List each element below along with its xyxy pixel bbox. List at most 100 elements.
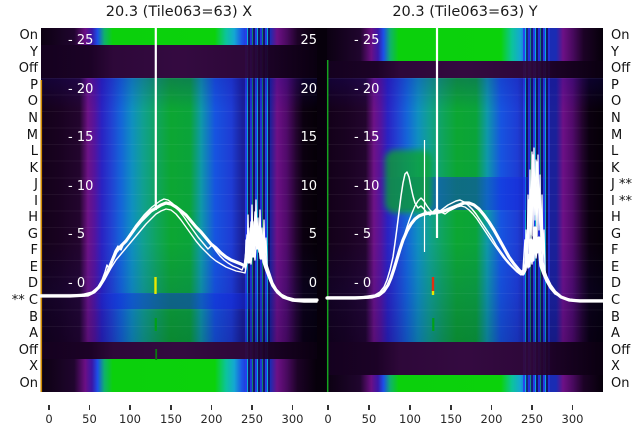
heatmap-band-dark: [41, 44, 317, 78]
y-tick-label-right-edge: 20: [300, 81, 317, 97]
x-tick-label: 50: [361, 412, 377, 426]
x-tick-mark: [291, 405, 294, 410]
y-tick-label: - 0: [354, 275, 372, 291]
heatmap-band-bright: [327, 28, 603, 62]
row-label: N: [611, 111, 621, 126]
row-label: D: [611, 276, 622, 292]
x-tick-mark: [531, 405, 533, 410]
panel-title-y: 20.3 (Tile063=63) Y: [392, 4, 538, 20]
row-label: J **: [611, 177, 632, 193]
y-tick-label: - 10: [354, 178, 380, 194]
y-tick-label: - 20: [68, 81, 94, 97]
row-label: H: [611, 210, 621, 226]
x-tick-label: 100: [399, 412, 421, 426]
row-label: G: [27, 226, 38, 242]
y-tick-label: - 15: [354, 130, 380, 145]
row-label-column-right: On Y Off P O N M L K J ** I ** H G F E D C B A Off X On: [611, 28, 640, 392]
x-tick-mark: [210, 405, 213, 410]
row-label: E: [29, 259, 38, 275]
row-label: F: [611, 243, 619, 259]
row-label: Off: [611, 61, 631, 77]
y-tick-label: - 25: [68, 33, 94, 48]
x-tick-mark: [450, 405, 452, 410]
x-tick-mark: [368, 405, 370, 410]
y-tick-label-right-edge: 15: [300, 130, 317, 145]
row-label: P: [611, 77, 619, 93]
profile-curve: [325, 201, 605, 303]
x-tick-mark: [490, 405, 493, 410]
x-tick-mark: [327, 405, 329, 410]
y-tick-label: - 20: [354, 81, 380, 97]
x-tick-label: 250: [521, 412, 543, 426]
x-tick-mark: [170, 405, 172, 410]
profile-curve: [40, 198, 318, 301]
row-label-column-left: On Y Off P O N M L K J I H G F E D ** C B A Off X On: [0, 28, 40, 392]
row-label: X: [29, 359, 38, 375]
x-tick-label: 50: [82, 412, 97, 426]
row-label: A: [611, 326, 620, 342]
y-tick-label: - 5: [68, 227, 86, 242]
row-label: B: [29, 309, 38, 325]
y-tick-label: - 0: [68, 275, 86, 291]
row-label: On: [611, 28, 630, 44]
row-label: ** C: [11, 293, 38, 308]
heatmap-panels-area: - 25 - 20 - 15 - 10 - 5 - 0 25 20 15 10 5 0 - 25 - 20…: [39, 28, 605, 392]
row-label: N: [28, 111, 38, 126]
x-tick-label: 300: [561, 412, 584, 426]
row-label: M: [26, 127, 38, 143]
row-label: Off: [611, 342, 631, 358]
row-label: B: [611, 309, 620, 325]
x-tick-mark: [48, 405, 50, 410]
noise-stripe-zone: [245, 28, 270, 392]
x-tick-label: 0: [45, 412, 53, 426]
x-tick-label: 0: [324, 412, 332, 426]
y-tick-label: - 5: [354, 227, 372, 242]
row-label: On: [19, 375, 38, 391]
x-tick-label: 200: [480, 412, 503, 426]
y-tick-label: - 25: [354, 33, 380, 48]
row-label: C: [611, 293, 621, 308]
row-label: H: [28, 210, 38, 226]
row-label: I **: [611, 193, 632, 209]
row-label: D: [27, 276, 38, 292]
profile-curve: [244, 199, 269, 271]
x-tick-mark: [88, 405, 91, 410]
x-tick-label: 150: [160, 412, 182, 426]
x-tick-label: 150: [440, 412, 462, 426]
y-tick-label-right-edge: 10: [300, 178, 317, 194]
x-tick-label: 100: [119, 412, 141, 426]
y-tick-label: - 10: [68, 178, 94, 194]
row-label: On: [611, 375, 630, 391]
row-label: O: [611, 94, 622, 110]
row-label: Y: [30, 44, 38, 60]
x-tick-mark: [251, 405, 253, 410]
row-label: Off: [18, 61, 38, 77]
row-label: G: [611, 226, 622, 242]
profile-curve: [326, 197, 604, 301]
y-tick-label-right-edge: 5: [308, 227, 317, 242]
row-label: A: [29, 326, 38, 342]
row-label: K: [29, 160, 38, 176]
profile-curve: [40, 208, 318, 303]
row-label: Off: [18, 342, 38, 358]
x-tick-label: 300: [281, 412, 304, 426]
heatmap-band-dark: [41, 342, 317, 359]
x-tick-mark: [409, 405, 411, 410]
row-label: On: [19, 28, 38, 44]
y-tick-label-right-edge: 0: [308, 275, 317, 291]
y-tick-label-right-edge: 25: [300, 33, 317, 48]
row-label: L: [611, 144, 619, 160]
overlay-curves: [39, 28, 605, 392]
row-label: L: [30, 144, 38, 160]
row-label: M: [611, 127, 623, 143]
profile-curve: [326, 154, 604, 302]
x-tick-label: 250: [241, 412, 263, 426]
heatmap-band-dark: [327, 61, 603, 78]
row-label: F: [30, 243, 38, 259]
y-tick-label: - 15: [68, 130, 94, 145]
panel-title-x: 20.3 (Tile063=63) X: [105, 4, 253, 20]
row-label: X: [611, 359, 620, 375]
row-label: I: [34, 193, 38, 209]
heatmap-band-bright: [41, 358, 317, 392]
